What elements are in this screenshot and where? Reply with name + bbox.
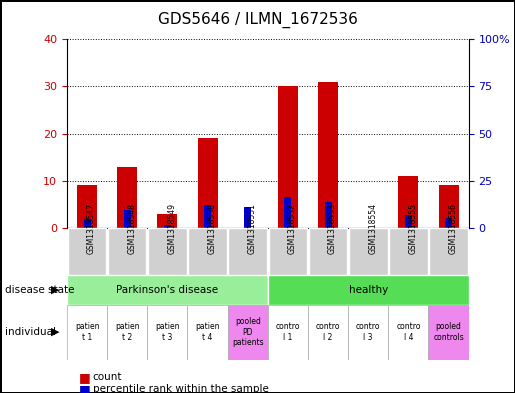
- Text: count: count: [93, 372, 122, 382]
- FancyBboxPatch shape: [229, 228, 267, 275]
- Text: GSM1318552: GSM1318552: [288, 204, 297, 254]
- Bar: [164, 225, 171, 228]
- Text: patien
t 2: patien t 2: [115, 322, 140, 342]
- Text: Parkinson's disease: Parkinson's disease: [116, 285, 218, 295]
- Text: disease state: disease state: [5, 285, 75, 295]
- Text: GSM1318551: GSM1318551: [248, 204, 256, 254]
- Bar: [67, 275, 268, 305]
- Bar: [278, 86, 298, 228]
- Bar: [147, 305, 187, 360]
- Text: patien
t 4: patien t 4: [195, 322, 220, 342]
- Bar: [348, 305, 388, 360]
- Text: contro
l 1: contro l 1: [276, 322, 300, 342]
- Bar: [204, 205, 211, 228]
- Bar: [228, 305, 268, 360]
- Text: GSM1318549: GSM1318549: [167, 204, 176, 254]
- Bar: [268, 275, 469, 305]
- FancyBboxPatch shape: [269, 228, 307, 275]
- Text: GSM1318547: GSM1318547: [87, 204, 96, 254]
- Text: ■: ■: [79, 371, 91, 384]
- FancyBboxPatch shape: [188, 228, 227, 275]
- FancyBboxPatch shape: [148, 228, 186, 275]
- Bar: [77, 185, 97, 228]
- Text: GSM1318554: GSM1318554: [368, 204, 377, 254]
- Text: patien
t 3: patien t 3: [155, 322, 180, 342]
- Text: healthy: healthy: [349, 285, 388, 295]
- FancyBboxPatch shape: [349, 228, 387, 275]
- FancyBboxPatch shape: [68, 228, 106, 275]
- Bar: [268, 305, 308, 360]
- Bar: [67, 305, 107, 360]
- Text: pooled
PD
patients: pooled PD patients: [232, 317, 264, 347]
- FancyBboxPatch shape: [430, 228, 468, 275]
- Text: patien
t 1: patien t 1: [75, 322, 99, 342]
- Bar: [107, 305, 147, 360]
- Text: GSM1318553: GSM1318553: [328, 204, 337, 254]
- Text: ▶: ▶: [50, 327, 59, 337]
- Bar: [308, 305, 348, 360]
- Bar: [399, 176, 419, 228]
- Text: GSM1318555: GSM1318555: [408, 204, 417, 254]
- Bar: [445, 218, 452, 228]
- FancyBboxPatch shape: [108, 228, 146, 275]
- Bar: [318, 82, 338, 228]
- Bar: [124, 210, 131, 228]
- FancyBboxPatch shape: [309, 228, 347, 275]
- Bar: [428, 305, 469, 360]
- Text: individual: individual: [5, 327, 56, 337]
- Bar: [198, 138, 218, 228]
- Bar: [284, 197, 291, 228]
- Bar: [324, 202, 332, 228]
- Bar: [158, 214, 178, 228]
- Text: GSM1318548: GSM1318548: [127, 204, 136, 254]
- Bar: [83, 219, 91, 228]
- Text: contro
l 4: contro l 4: [396, 322, 421, 342]
- Bar: [388, 305, 428, 360]
- FancyBboxPatch shape: [389, 228, 427, 275]
- Text: GDS5646 / ILMN_1672536: GDS5646 / ILMN_1672536: [158, 12, 357, 28]
- Text: contro
l 3: contro l 3: [356, 322, 381, 342]
- Text: pooled
controls: pooled controls: [433, 322, 464, 342]
- Text: GSM1318550: GSM1318550: [208, 204, 216, 254]
- Bar: [117, 167, 138, 228]
- Bar: [439, 185, 459, 228]
- Text: contro
l 2: contro l 2: [316, 322, 340, 342]
- Text: GSM1318556: GSM1318556: [449, 204, 457, 254]
- Bar: [187, 305, 228, 360]
- Text: ■: ■: [79, 382, 91, 393]
- Bar: [405, 215, 412, 228]
- Bar: [244, 207, 251, 228]
- Text: ▶: ▶: [50, 285, 59, 295]
- Text: percentile rank within the sample: percentile rank within the sample: [93, 384, 269, 393]
